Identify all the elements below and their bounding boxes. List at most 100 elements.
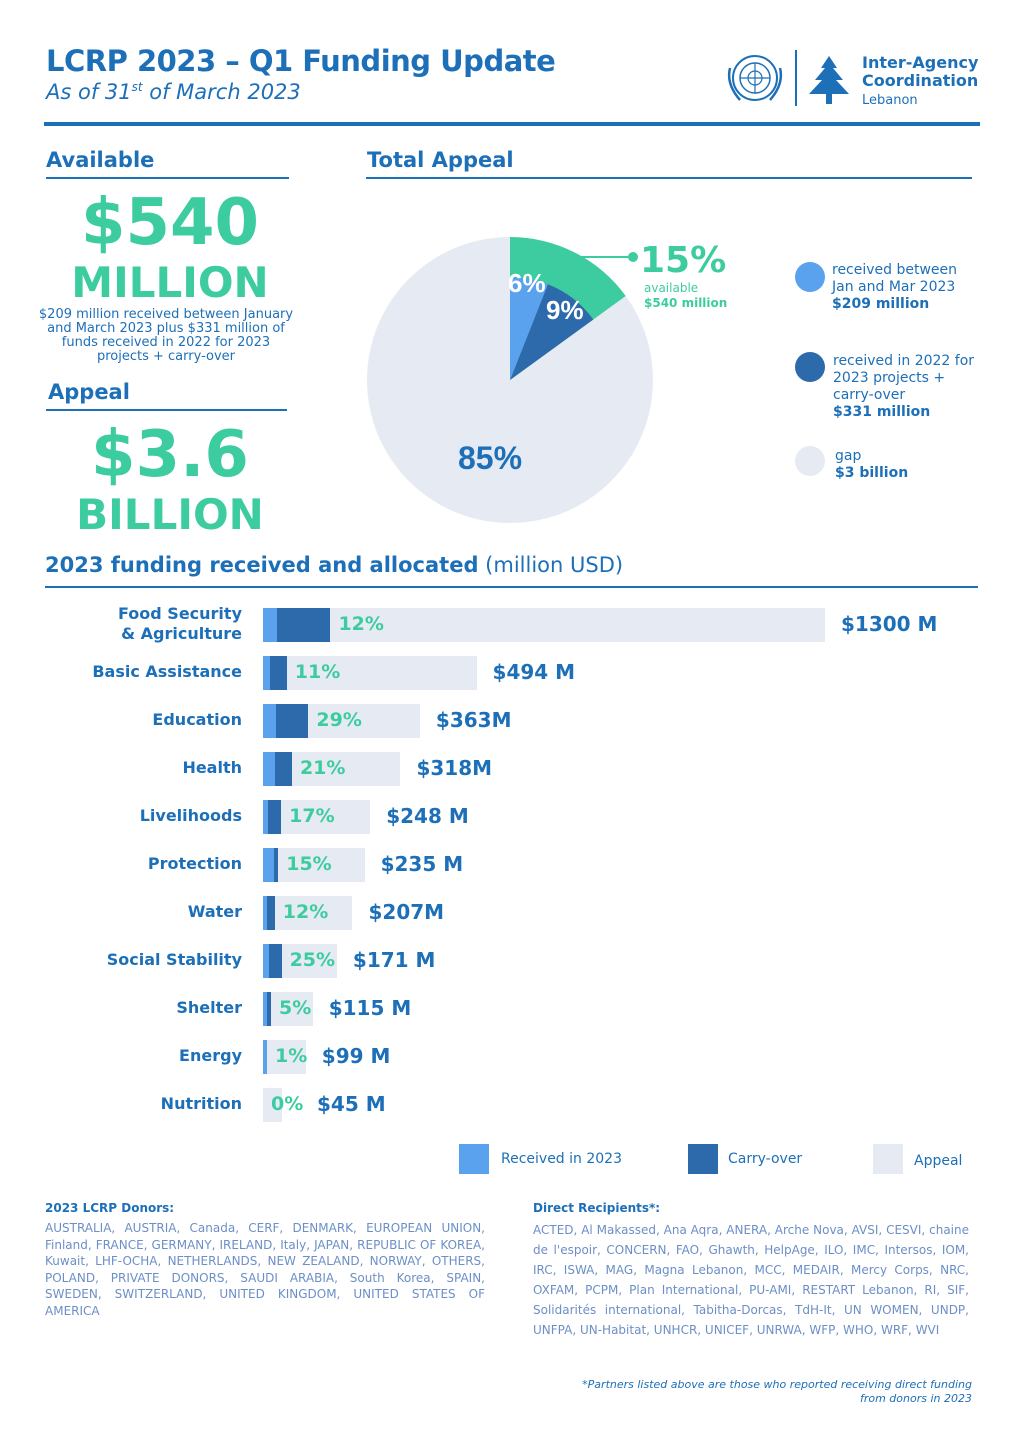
available-word: available [644, 281, 699, 295]
recipients-heading: Direct Recipients*: [533, 1201, 661, 1215]
appeal-amount-label: $494 M [492, 660, 576, 684]
category-label-line: Livelihoods [139, 806, 242, 825]
legend-label-appeal: Appeal [914, 1153, 963, 1169]
total-appeal-rule [366, 177, 972, 179]
available-rule [46, 177, 289, 179]
carry-over-bar [275, 704, 309, 738]
legend-label-carry-over: Carry-over [728, 1151, 803, 1167]
footnote: *Partners listed above are those who rep… [480, 1378, 972, 1406]
org-line1: Inter-Agency [862, 53, 979, 72]
appeal-amount-label: $99 M [321, 1044, 391, 1068]
legend-dot-carry [795, 352, 825, 382]
funded-pct-label: 17% [289, 805, 335, 827]
appeal-amount: $3.6 [91, 418, 249, 492]
appeal-amount-label: $318M [416, 756, 493, 780]
available-pie-amount: $540 million [644, 296, 728, 310]
pie-slice-received [510, 277, 548, 380]
bar-section-rule [45, 586, 978, 588]
category-label: Shelter [176, 998, 242, 1018]
subtitle-post: of March 2023 [142, 80, 301, 104]
received-bar [263, 608, 278, 642]
donors-heading: 2023 LCRP Donors: [45, 1201, 175, 1215]
pie-slice-carry-over [510, 284, 594, 380]
funded-pct-label: 12% [282, 901, 329, 923]
pie-label-carry: 9% [546, 295, 584, 325]
pie-callout-line [580, 252, 638, 262]
footnote-line1: *Partners listed above are those who rep… [582, 1378, 972, 1391]
recipients-list: ACTED, Al Makassed, Ana Aqra, ANERA, Arc… [533, 1223, 969, 1337]
category-label: Energy [179, 1046, 242, 1066]
carry-over-bar [275, 752, 292, 786]
appeal-heading: Appeal [48, 380, 130, 404]
legend-square-carry-over [688, 1144, 718, 1174]
category-label: Livelihoods [140, 806, 242, 826]
category-label-line: Social Stability [106, 950, 242, 969]
category-label: Food Security & Agriculture [118, 604, 242, 644]
received-bar [263, 896, 267, 930]
available-note: $209 million received between January an… [38, 307, 294, 364]
cedar-icon [809, 56, 849, 104]
bar-heading-unit: (million USD) [485, 553, 624, 577]
appeal-bar [263, 992, 313, 1026]
legend-received-l2: Jan and Mar 2023 [832, 279, 956, 295]
appeal-amount-label: $45 M [317, 1092, 386, 1116]
subtitle-pre: As of 31 [46, 80, 132, 104]
bar-section-heading: 2023 funding received and allocated (mil… [45, 553, 623, 577]
category-label-line: Water [187, 902, 242, 921]
category-label-line: & Agriculture [121, 624, 242, 643]
org-line2: Coordination [862, 71, 979, 90]
bar-heading-text: 2023 funding received and allocated [45, 553, 479, 577]
funded-pct-label: 11% [294, 661, 341, 683]
received-bar [263, 944, 269, 978]
appeal-amount-label: $207M [368, 900, 445, 924]
page-subtitle: As of 31st of March 2023 [46, 80, 301, 104]
category-label-line: Education [152, 710, 242, 729]
available-heading: Available [46, 148, 155, 172]
legend-gap-l1: gap [835, 448, 862, 464]
category-label-line: Shelter [176, 998, 242, 1017]
carry-over-bar [267, 992, 271, 1026]
category-label-line: Protection [147, 854, 242, 873]
category-label-line: Food Security [118, 604, 242, 623]
received-bar [263, 1040, 267, 1074]
appeal-bar [263, 608, 825, 642]
legend-received: received between Jan and Mar 2023 $209 m… [832, 262, 957, 313]
legend-received-amount: $209 million [832, 296, 930, 312]
carry-over-bar [267, 896, 275, 930]
legend-label-received: Received in 2023 [501, 1151, 622, 1167]
legend-carry-l1: received in 2022 for [833, 353, 975, 369]
received-bar [263, 848, 275, 882]
carry-over-bar [268, 800, 282, 834]
received-bar [263, 704, 276, 738]
appeal-bar [263, 848, 365, 882]
pie-label-received: 6% [508, 268, 546, 298]
header-rule [44, 122, 980, 126]
funded-pct-label: 12% [338, 613, 384, 635]
appeal-bar [263, 1088, 283, 1122]
category-label-line: Health [182, 758, 242, 777]
received-bar [263, 752, 276, 786]
category-label: Nutrition [161, 1094, 242, 1114]
available-amount: $540 [80, 186, 260, 260]
appeal-amount-label: $171 M [352, 948, 436, 972]
legend-carry-amount: $331 million [833, 404, 931, 420]
appeal-unit: BILLION [76, 490, 264, 539]
carry-over-bar [274, 848, 279, 882]
pie-label-gap: 85% [458, 440, 522, 476]
pie-chart: 6% 9% 85% [367, 237, 653, 523]
org-line3: Lebanon [862, 93, 918, 108]
un-emblem-icon [727, 55, 783, 101]
category-label-line: Basic Assistance [92, 662, 242, 681]
received-bar [263, 992, 267, 1026]
legend-square-appeal [873, 1144, 903, 1174]
footnote-line2: from donors in 2023 [859, 1392, 972, 1405]
received-bar [263, 800, 269, 834]
appeal-amount-label: $115 M [328, 996, 412, 1020]
available-unit: MILLION [71, 258, 269, 307]
appeal-amount-label: $1300 M [841, 612, 938, 636]
legend-gap-amount: $3 billion [835, 465, 909, 481]
legend-carry-l2: 2023 projects + [833, 370, 946, 386]
carry-over-bar [277, 608, 331, 642]
category-label: Social Stability [107, 950, 242, 970]
subtitle-sup: st [131, 80, 143, 94]
